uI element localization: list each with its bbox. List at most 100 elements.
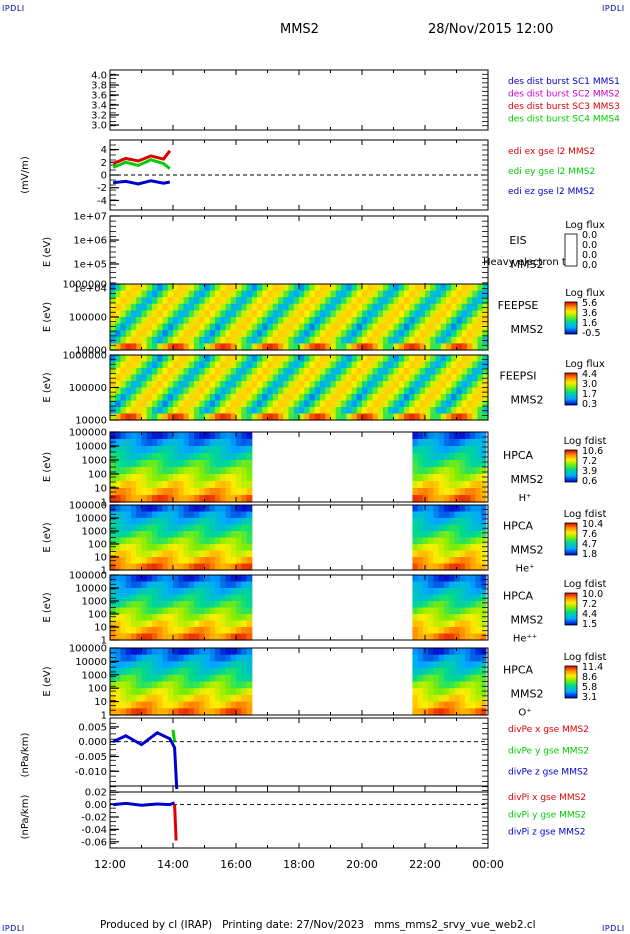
y-tick-label: 1: [101, 498, 107, 509]
spectrogram-cell: [246, 694, 253, 703]
colorbar-label: 0.3: [582, 399, 597, 410]
spectrogram-cell: [162, 518, 169, 526]
spectrogram-cell: [157, 674, 164, 683]
colorbar-title: Log fdist: [564, 579, 607, 590]
spectrogram-cell: [367, 394, 374, 402]
spectrogram-cell: [152, 674, 158, 683]
colorbar-title: Log fdist: [564, 436, 607, 447]
spectrogram-cell: [157, 544, 164, 552]
spectrogram-cell: [309, 387, 316, 395]
spectrogram-cell: [141, 524, 148, 532]
spectrogram-cell: [272, 330, 279, 338]
spectrogram-cell: [325, 400, 332, 408]
spectrogram-cell: [125, 400, 132, 408]
spectrogram-cell: [141, 343, 148, 351]
spectrogram-cell: [341, 361, 347, 369]
spectrogram-cell: [314, 355, 321, 363]
spectrogram-cell: [412, 581, 419, 589]
spectrogram-cell: [167, 343, 174, 351]
spectrogram-cell: [131, 381, 137, 389]
spectrogram-cell: [230, 681, 237, 689]
spectrogram-cell: [167, 474, 174, 482]
spectrogram-cell: [438, 620, 445, 628]
spectrogram-cell: [470, 661, 476, 669]
spectrogram-cell: [278, 317, 284, 325]
spectrogram-cell: [341, 368, 347, 376]
spectrogram-cell: [115, 575, 122, 583]
y-tick-label: 10000: [75, 514, 107, 525]
spectrogram-cell: [110, 575, 116, 583]
spectrogram-cell: [246, 446, 253, 454]
spectrogram-cell: [309, 317, 316, 325]
spectrogram-cell: [257, 290, 263, 298]
spectrogram-cell: [456, 361, 463, 369]
spectrogram-cell: [422, 668, 429, 676]
spectrogram-cell: [194, 524, 200, 532]
spectrogram-cell: [475, 488, 482, 496]
spectrogram-cell: [167, 355, 174, 363]
spectrogram-cell: [194, 460, 200, 468]
spectrogram-cell: [173, 524, 179, 532]
spectrogram-cell: [330, 407, 337, 415]
spectrogram-cell: [146, 575, 153, 583]
spectrogram-cell: [125, 323, 132, 331]
spectrogram-cell: [456, 297, 463, 305]
spectrogram-cell: [251, 413, 258, 421]
spectrogram-cell: [433, 594, 440, 602]
spectrogram-cell: [464, 518, 471, 526]
spectrogram-cell: [115, 495, 122, 503]
spectrogram-cell: [341, 374, 347, 382]
spectrogram-cell: [417, 620, 424, 628]
spectrogram-cell: [398, 323, 405, 331]
spectrogram-cell: [449, 581, 455, 589]
spectrogram-cell: [162, 343, 169, 351]
spectrogram-cell: [162, 453, 169, 461]
spectrogram-cell: [438, 439, 445, 447]
spectrogram-cell: [251, 400, 258, 408]
spectrogram-cell: [377, 343, 384, 351]
y-tick-label: 0.000: [78, 737, 107, 748]
spectrogram-cell: [438, 575, 445, 583]
spectrogram-cell: [157, 708, 164, 716]
spectrogram-cell: [215, 387, 221, 395]
spectrogram-cell: [454, 708, 461, 716]
spectrogram-cell: [241, 708, 248, 716]
spectrogram-cell: [428, 505, 434, 513]
spectrogram-cell: [480, 575, 487, 583]
spectrogram-cell: [480, 581, 487, 589]
spectrogram-cell: [236, 323, 242, 331]
spectrogram-cell: [157, 601, 164, 609]
spectrogram-cell: [173, 446, 179, 454]
spectrogram-cell: [425, 343, 431, 351]
spectrogram-cell: [162, 474, 169, 482]
spectrogram-cell: [443, 654, 450, 662]
spectrogram-cell: [230, 381, 237, 389]
spectrogram-cell: [173, 505, 179, 513]
spectrogram-cell: [428, 654, 434, 662]
spectrogram-cell: [472, 303, 479, 311]
spectrogram-cell: [412, 688, 419, 696]
spectrogram-cell: [404, 355, 410, 363]
spectrogram-cell: [183, 518, 190, 526]
spectrogram-cell: [236, 708, 242, 716]
spectrogram-cell: [246, 330, 253, 338]
spectrogram-cell: [435, 336, 442, 344]
spectrogram-cell: [351, 413, 358, 421]
spectrogram-cell: [115, 668, 122, 676]
spectrogram-cell: [220, 544, 227, 552]
spectrogram-cell: [383, 317, 389, 325]
spectrogram-cell: [115, 336, 122, 344]
spectrogram-cell: [377, 407, 384, 415]
spectrogram-cell: [167, 694, 174, 703]
spectrogram-cell: [449, 439, 455, 447]
spectrogram-cell: [136, 381, 143, 389]
spectrogram-cell: [162, 407, 169, 415]
spectrogram-cell: [449, 550, 455, 558]
spectrogram-cell: [209, 460, 216, 468]
spectrogram-cell: [482, 284, 489, 292]
spectrogram-cell: [417, 661, 424, 669]
spectrogram-cell: [152, 453, 158, 461]
spectrogram-cell: [110, 518, 116, 526]
spectrogram-cell: [320, 368, 326, 376]
spectrogram-cell: [204, 432, 211, 440]
